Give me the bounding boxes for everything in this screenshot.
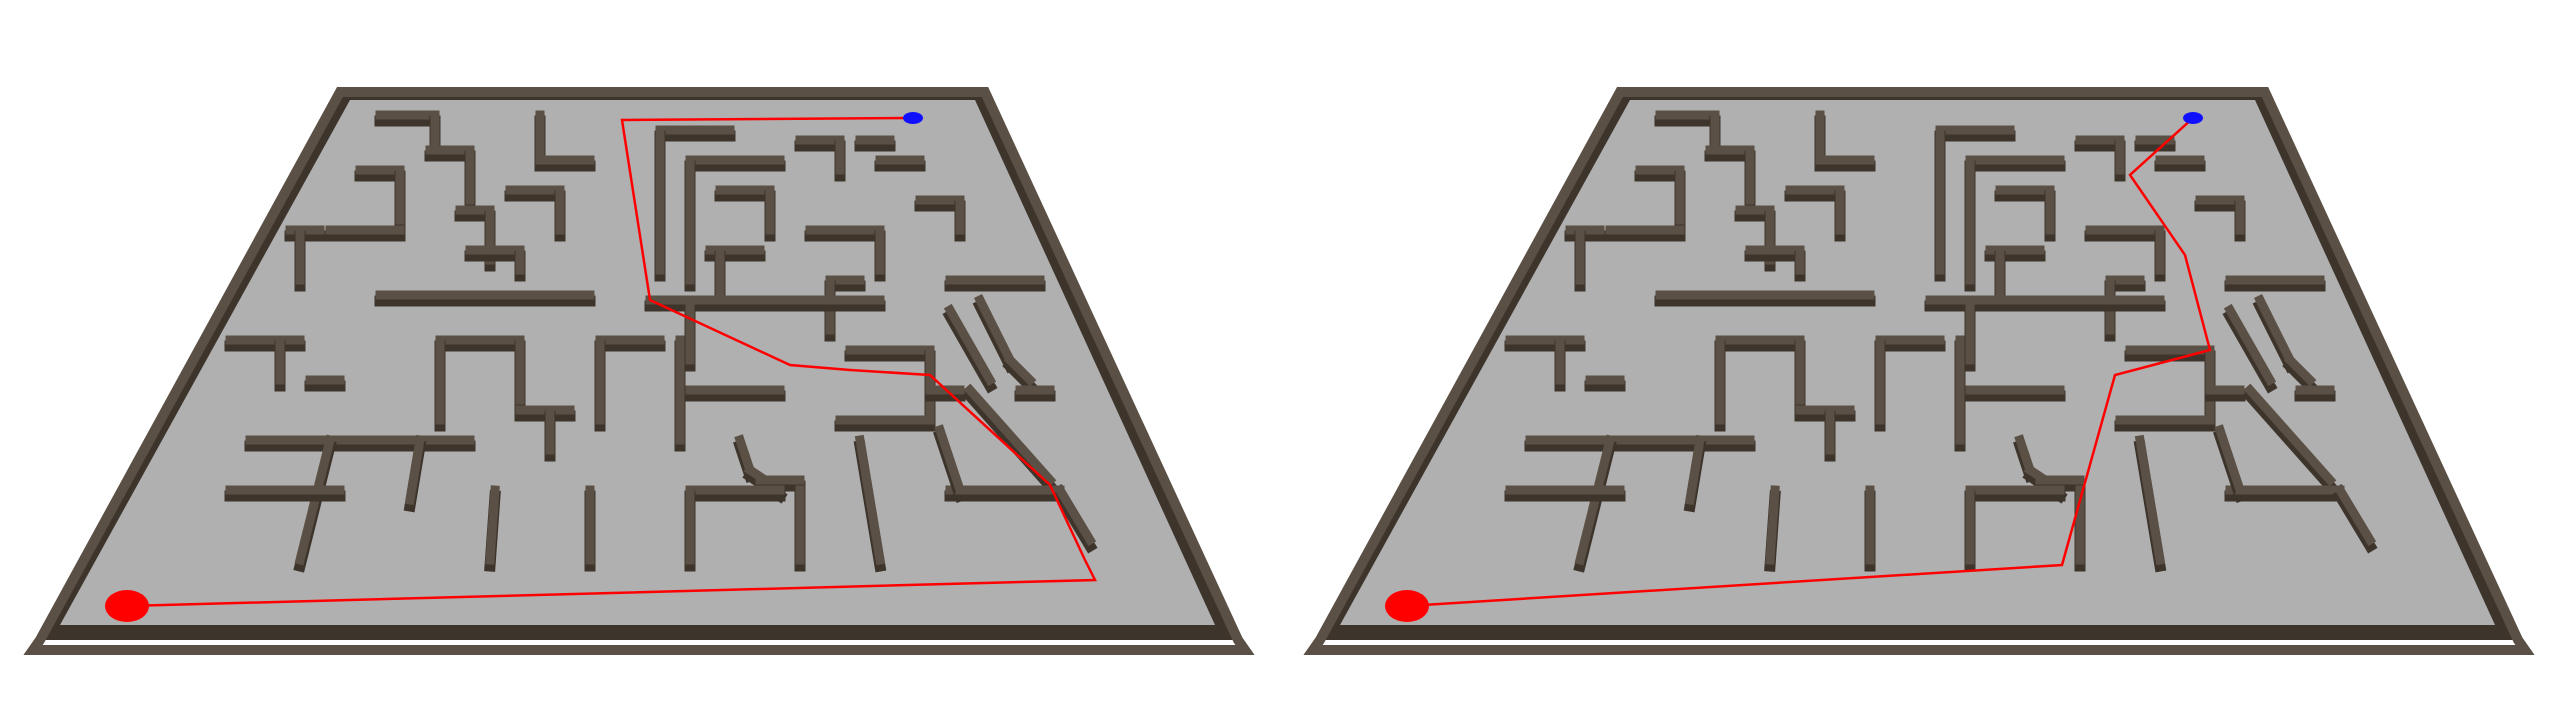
maze-wall — [1765, 485, 1780, 565]
board-rim — [1303, 87, 2535, 655]
maze-wall — [1003, 353, 1037, 387]
maze-wall — [2333, 483, 2377, 547]
maze-panel-right — [1303, 87, 2535, 655]
maze-wall — [2243, 383, 2337, 487]
maze-wall — [2134, 434, 2166, 566]
maze-wall — [1053, 483, 1097, 547]
maze-wall — [404, 434, 426, 506]
maze-wall — [934, 424, 966, 496]
start-marker — [1385, 590, 1429, 622]
board-rim — [23, 87, 1255, 655]
maze-walls — [1504, 110, 2378, 573]
maze-wall — [943, 303, 997, 387]
maze-wall — [2214, 424, 2246, 496]
start-marker — [105, 590, 149, 622]
maze-wall — [2283, 353, 2317, 387]
board-floor — [60, 100, 1215, 625]
maze-wall — [2223, 303, 2277, 387]
goal-marker — [903, 112, 923, 124]
maze-wall — [2253, 293, 2297, 367]
maze-panel-left — [23, 87, 1255, 655]
maze-wall — [854, 434, 886, 566]
solution-path — [1406, 117, 2212, 608]
maze-walls — [224, 110, 1098, 573]
board-floor — [1340, 100, 2495, 625]
goal-marker — [2183, 112, 2203, 124]
maze-wall — [1684, 434, 1706, 506]
maze-wall — [485, 485, 500, 565]
solution-path — [126, 116, 1097, 608]
maze-wall — [963, 383, 1057, 487]
maze-wall — [973, 293, 1017, 367]
